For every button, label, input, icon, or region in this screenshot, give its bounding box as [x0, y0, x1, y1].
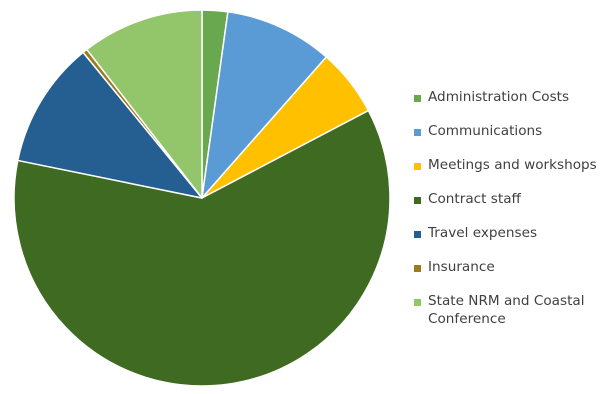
legend-swatch-administration-costs [414, 95, 421, 102]
pie-slice-travel-expenses [17, 51, 203, 199]
legend-swatch-insurance [414, 265, 421, 272]
legend-label-administration-costs: Administration Costs [428, 89, 570, 105]
legend-label-meetings-and-workshops: Meetings and workshops [428, 157, 597, 173]
legend-swatch-contract-staff [414, 197, 421, 204]
legend-swatch-travel-expenses [414, 231, 421, 238]
legend-item-state-nrm-and-coastal-conference: State NRM and Coastal Conference [414, 292, 602, 334]
legend-item-travel-expenses: Travel expenses [414, 224, 602, 258]
legend-item-communications: Communications [414, 122, 602, 156]
legend-label-travel-expenses: Travel expenses [428, 225, 538, 241]
legend-item-insurance: Insurance [414, 258, 602, 292]
legend-label-contract-staff: Contract staff [428, 191, 521, 207]
legend-label-communications: Communications [428, 123, 543, 139]
legend: Administration Costs Communications Meet… [414, 88, 602, 334]
legend-label-insurance: Insurance [428, 259, 495, 275]
pie-slice-communications [201, 11, 328, 199]
legend-item-meetings-and-workshops: Meetings and workshops [414, 156, 602, 190]
legend-swatch-communications [414, 129, 421, 136]
pie-slice-state-nrm-and-coastal-conference [86, 9, 203, 199]
legend-swatch-meetings-and-workshops [414, 163, 421, 170]
legend-item-contract-staff: Contract staff [414, 190, 602, 224]
legend-swatch-state-nrm-and-coastal-conference [414, 299, 421, 306]
legend-label-state-nrm-and-coastal-conference: State NRM and Coastal Conference [428, 293, 585, 327]
legend-item-administration-costs: Administration Costs [414, 88, 602, 122]
